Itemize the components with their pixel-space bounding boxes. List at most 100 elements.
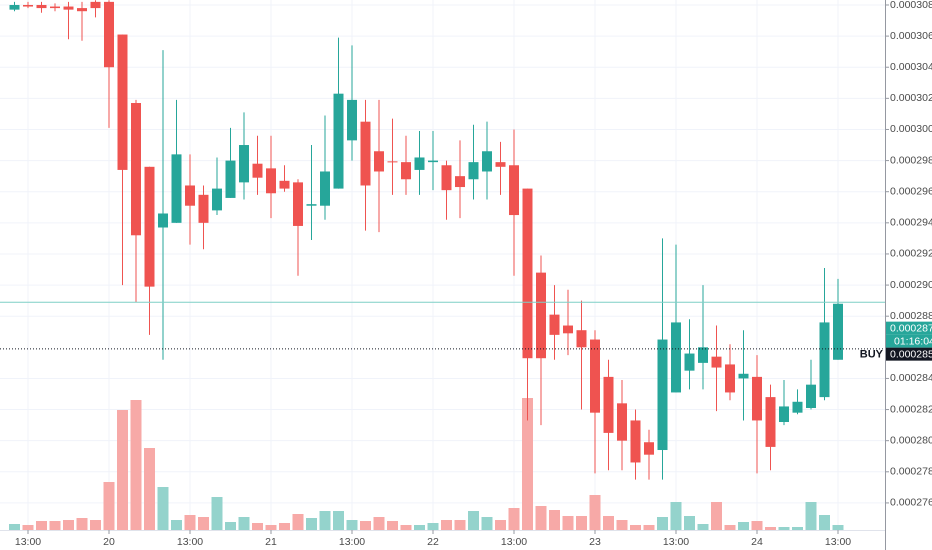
candle-body <box>495 162 506 167</box>
volume-bar <box>441 520 452 530</box>
candle-body <box>671 322 681 393</box>
candle-body <box>711 356 722 368</box>
volume-bar <box>616 520 628 530</box>
x-tick-label: 23 <box>589 536 601 548</box>
candle-body <box>374 151 384 172</box>
volume-bar <box>765 527 776 530</box>
volume-bar <box>36 521 47 530</box>
volume-bar <box>549 510 560 530</box>
volume-bar <box>481 517 493 530</box>
candle-body <box>63 6 74 10</box>
volume-bar <box>103 482 115 530</box>
volume-bar <box>711 502 722 530</box>
x-tick-label: 13:00 <box>663 536 689 548</box>
volume-bar <box>643 525 655 530</box>
candle-body <box>306 204 317 206</box>
x-tick-label: 24 <box>751 536 763 548</box>
candle-body <box>212 188 222 211</box>
x-tick-label: 13:00 <box>15 536 41 548</box>
y-tick-label: 0.0002760 <box>890 497 932 509</box>
volume-bar <box>670 502 682 530</box>
x-tick-label: 20 <box>103 536 115 548</box>
candle-body <box>90 1 101 9</box>
candle-body <box>23 4 33 7</box>
candle-body <box>765 397 776 447</box>
volume-bar <box>805 502 817 530</box>
candle-body <box>603 376 614 433</box>
candle-body <box>455 176 465 188</box>
volume-bar <box>373 517 385 530</box>
candle-body <box>684 353 695 371</box>
current-price-label: 0.0002872 <box>890 322 932 334</box>
volume-bar <box>630 525 641 530</box>
volume-bar <box>427 523 439 530</box>
volume-bar <box>211 497 223 530</box>
candle-body <box>387 161 398 163</box>
buy-price-label: 0.0002859 <box>890 348 932 360</box>
x-tick-label: 13:00 <box>825 536 851 548</box>
volume-bar <box>576 516 587 530</box>
candle-body <box>171 154 182 223</box>
volume-bar <box>495 520 506 530</box>
candle-body <box>522 188 533 359</box>
volume-bar <box>360 521 371 530</box>
candle-body <box>590 339 600 413</box>
candle-body <box>428 160 438 163</box>
volume-bar <box>144 448 155 530</box>
volume-bar <box>117 410 128 530</box>
candle-body <box>360 121 371 186</box>
volume-bar <box>346 520 358 530</box>
volume-bar <box>292 514 304 530</box>
x-tick-label: 13:00 <box>339 536 365 548</box>
x-tick-label: 22 <box>427 536 439 548</box>
candle-body <box>225 160 236 198</box>
candle-body <box>779 406 789 423</box>
volume-bar <box>603 516 614 530</box>
x-tick-label: 13:00 <box>501 536 527 548</box>
volume-bar <box>265 525 277 530</box>
x-tick-label: 13:00 <box>177 536 203 548</box>
volume-bar <box>49 521 61 530</box>
candle-body <box>131 103 141 236</box>
current-price-box <box>886 321 932 335</box>
volume-bar <box>184 515 196 530</box>
volume-bar <box>738 522 749 530</box>
volume-bar <box>130 400 142 530</box>
candle-body <box>36 4 47 9</box>
volume-bar <box>468 511 479 530</box>
volume-bar <box>792 527 803 530</box>
volume-bar <box>657 517 668 530</box>
candle-body <box>536 272 546 359</box>
volume-bar <box>454 520 466 530</box>
candle-body <box>819 322 830 398</box>
volume-bar <box>414 525 425 530</box>
volume-bar <box>508 508 520 530</box>
candle-body <box>158 213 168 228</box>
candle-body <box>617 403 627 441</box>
candle-body <box>441 165 452 191</box>
buy-text: BUY <box>860 349 884 361</box>
volume-bar <box>778 527 790 530</box>
axis-panel <box>885 0 932 550</box>
candle-body <box>792 401 803 413</box>
volume-bar <box>819 515 830 530</box>
volume-bar <box>724 525 736 530</box>
time-axis-panel <box>0 530 885 550</box>
candle-body <box>738 373 749 379</box>
buy-price-box <box>886 347 932 361</box>
candle-body <box>576 330 587 348</box>
candle-body <box>752 376 762 421</box>
candle-body <box>266 168 276 194</box>
volume-bar <box>697 524 709 530</box>
volume-bar <box>535 506 547 530</box>
volume-bar <box>225 522 236 530</box>
